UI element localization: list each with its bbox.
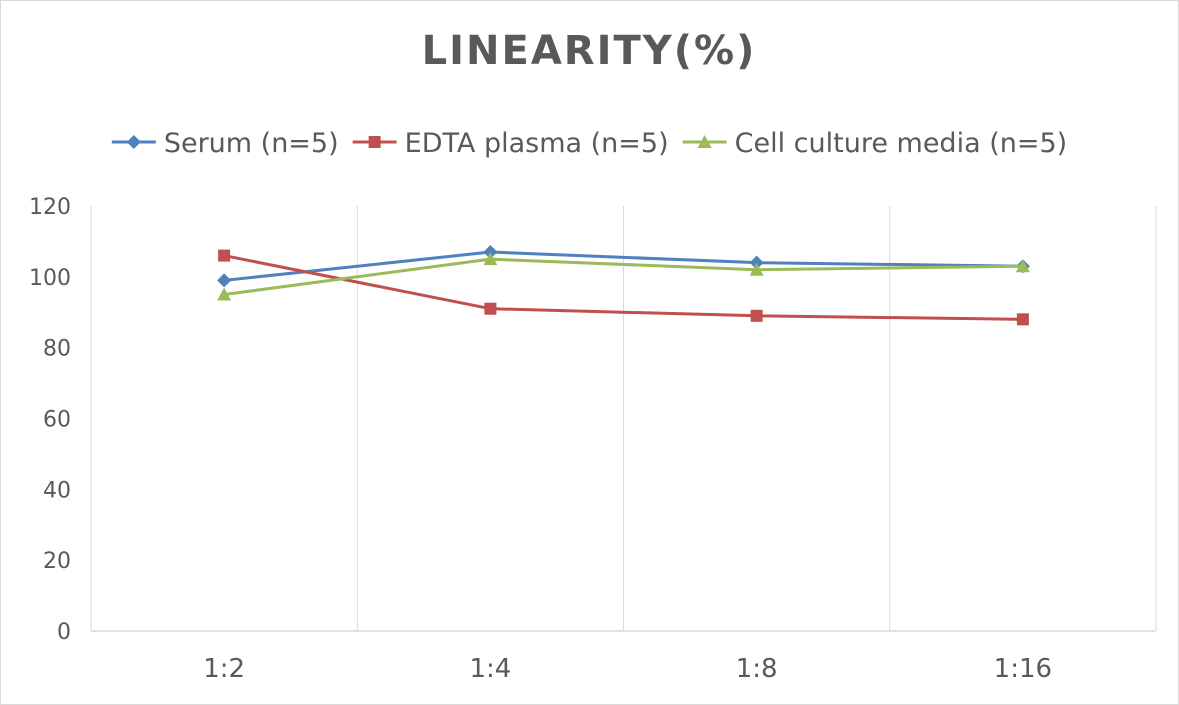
legend: Serum (n=5) EDTA plasma (n=5) Cell culture… — [111, 128, 1068, 159]
y-tick-label: 120 — [29, 195, 71, 220]
gridlines — [90, 206, 1157, 632]
series-2 — [218, 249, 1029, 326]
legend-label: EDTA plasma (n=5) — [405, 128, 669, 159]
data-point — [749, 255, 764, 270]
data-point — [749, 262, 764, 276]
data-point — [1016, 313, 1029, 326]
legend-item: EDTA plasma (n=5) — [352, 128, 669, 159]
x-axis-ticks: 1:2 1:4 1:8 1:16 — [203, 654, 1052, 684]
x-tick-label: 1:4 — [469, 654, 511, 684]
y-axis-ticks: 0 20 40 60 80 100 120 — [29, 195, 71, 645]
data-point — [483, 252, 498, 266]
x-tick-label: 1:16 — [994, 654, 1052, 684]
series-line — [223, 257, 1023, 297]
data-point — [484, 302, 497, 315]
y-tick-label: 20 — [43, 549, 71, 574]
legend-label: Cell culture media (n=5) — [735, 128, 1068, 159]
series-group — [217, 245, 1030, 326]
series-line — [223, 254, 1023, 321]
y-tick-label: 80 — [43, 337, 71, 362]
data-point — [1015, 259, 1030, 273]
series-line — [223, 250, 1023, 282]
data-point — [218, 249, 231, 262]
legend-marker — [126, 135, 141, 149]
y-tick-label: 0 — [57, 620, 71, 645]
y-tick-label: 100 — [29, 266, 71, 291]
chart-title: LINEARITY(%) — [422, 28, 757, 74]
data-point — [483, 245, 498, 260]
y-tick-label: 60 — [43, 408, 71, 433]
legend-marker — [697, 135, 712, 148]
x-tick-label: 1:2 — [203, 654, 245, 684]
series-3 — [217, 252, 1030, 301]
legend-item: Serum (n=5) — [111, 128, 339, 159]
data-point — [217, 273, 232, 288]
x-tick-label: 1:8 — [736, 654, 778, 684]
legend-marker — [368, 136, 381, 148]
y-tick-label: 40 — [43, 478, 71, 503]
data-point — [750, 309, 763, 322]
data-point — [217, 287, 232, 301]
legend-label: Serum (n=5) — [164, 128, 339, 159]
legend-item: Cell culture media (n=5) — [682, 128, 1068, 159]
